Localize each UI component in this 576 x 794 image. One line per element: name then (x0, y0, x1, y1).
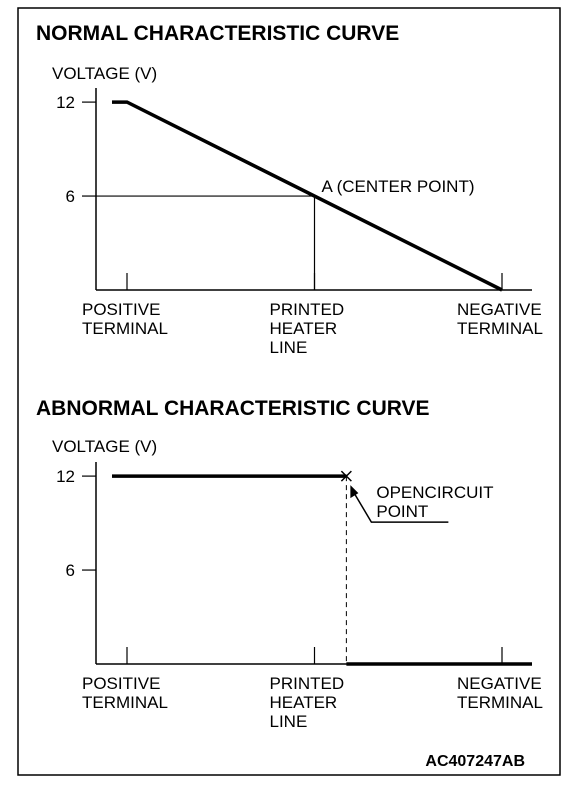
y-tick-label: 12 (56, 93, 75, 112)
text-line: PRINTED (270, 674, 345, 693)
x-tick-label: POSITIVE TERMINAL (82, 674, 168, 712)
figure-code: AC407247AB (425, 753, 525, 770)
y-tick-label: 6 (66, 561, 75, 580)
text-line: LINE (270, 712, 308, 731)
y-axis-label: VOLTAGE (V) (52, 64, 157, 83)
text-line: POSITIVE (82, 300, 160, 319)
text-line: LINE (270, 338, 308, 357)
annotation: A (CENTER POINT) (322, 177, 475, 196)
open-marker (340, 470, 352, 482)
text-line: TERMINAL (457, 319, 543, 338)
leader (351, 489, 449, 523)
y-tick-label: 12 (56, 467, 75, 486)
x-tick-label: NEGATIVE TERMINAL (457, 300, 543, 338)
chart-title: ABNORMAL CHARACTERISTIC CURVE (36, 397, 430, 420)
text-line: TERMINAL (457, 693, 543, 712)
curve (112, 474, 532, 666)
text-line: TERMINAL (82, 319, 168, 338)
y-tick-label: 6 (66, 187, 75, 206)
text-line: POINT (376, 502, 428, 521)
text-line: HEATER (270, 319, 338, 338)
x-tick-label: PRINTED HEATER LINE (270, 300, 345, 357)
x-tick-label: POSITIVE TERMINAL (82, 300, 168, 338)
x-tick-label: NEGATIVE TERMINAL (457, 674, 543, 712)
x-tick-label: PRINTED HEATER LINE (270, 674, 345, 731)
curve (112, 100, 503, 292)
annotation: OPENCIRCUIT POINT (376, 483, 493, 521)
arrow-head (350, 485, 359, 499)
text-line: HEATER (270, 693, 338, 712)
text-line: POSITIVE (82, 674, 160, 693)
y-axis-label: VOLTAGE (V) (52, 437, 157, 456)
frame (17, 7, 561, 776)
chart-title: NORMAL CHARACTERISTIC CURVE (36, 22, 399, 45)
text-line: NEGATIVE (457, 300, 542, 319)
text-line: PRINTED (270, 300, 345, 319)
text-line: TERMINAL (82, 693, 168, 712)
text-line: OPENCIRCUIT (376, 483, 493, 502)
text-line: NEGATIVE (457, 674, 542, 693)
